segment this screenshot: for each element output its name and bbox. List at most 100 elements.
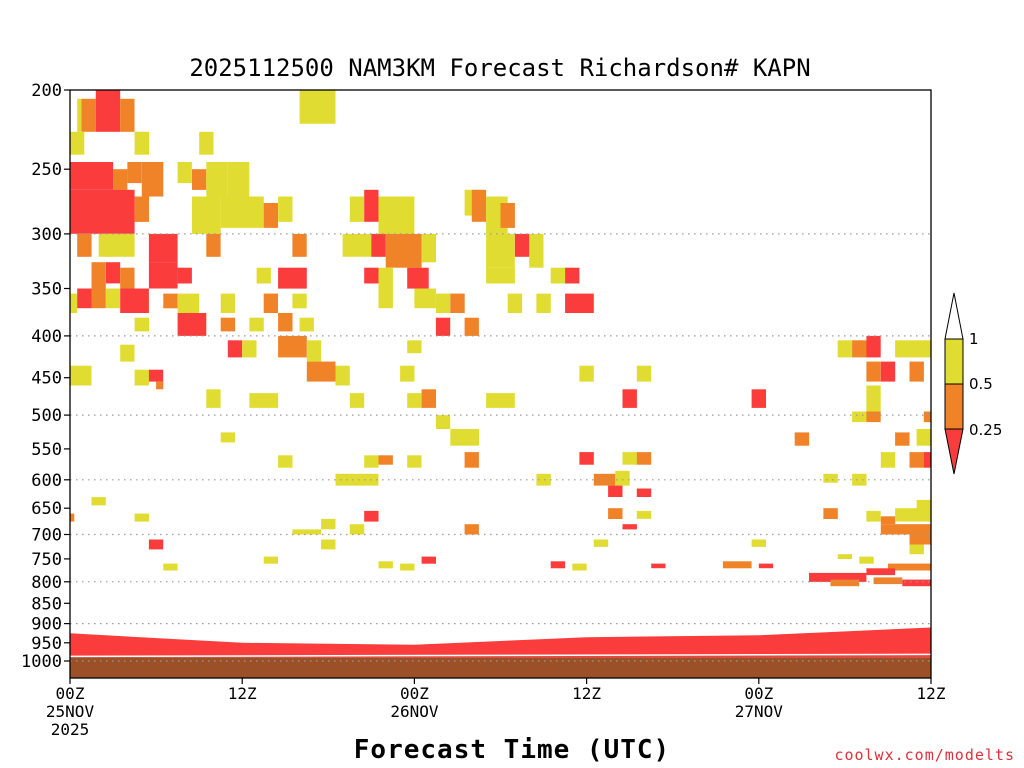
heatmap-cell-high bbox=[823, 473, 838, 483]
heatmap-cell-high bbox=[249, 317, 264, 332]
legend-tick-1: 1 bbox=[969, 330, 979, 348]
heatmap-cell-high bbox=[414, 288, 436, 309]
heatmap-cell-mid bbox=[120, 98, 135, 132]
x-tick-label-0-2: 2025 bbox=[51, 720, 90, 739]
y-tick-label-350: 350 bbox=[31, 280, 62, 300]
heatmap-cell-mid bbox=[880, 524, 910, 535]
x-tick-label-24-1: 26NOV bbox=[390, 702, 439, 721]
y-tick-label-250: 250 bbox=[31, 160, 62, 180]
heatmap-cell-low bbox=[105, 262, 121, 284]
heatmap-cell-mid bbox=[895, 432, 910, 446]
heatmap-cell-high bbox=[636, 510, 652, 519]
heatmap-cell-high bbox=[909, 544, 924, 555]
heatmap-cell-high bbox=[227, 162, 250, 197]
heatmap-cell-high bbox=[529, 233, 544, 268]
heatmap-cell-high bbox=[192, 196, 221, 234]
heatmap-cell-high bbox=[105, 233, 135, 257]
x-tick-label-0-0: 00Z bbox=[56, 684, 85, 703]
heatmap-cell-low bbox=[364, 189, 379, 222]
heatmap-cell-high bbox=[77, 98, 82, 132]
heatmap-cell-mid bbox=[141, 162, 164, 197]
heatmap-cell-mid bbox=[722, 561, 752, 569]
heatmap-cell-high bbox=[450, 429, 479, 446]
heatmap-cell-mid bbox=[385, 233, 422, 268]
heatmap-cell-high bbox=[299, 317, 314, 332]
heatmap-cell-low bbox=[514, 233, 530, 257]
heatmap-cell-high bbox=[364, 455, 379, 468]
x-tick-label-12-0: 12Z bbox=[228, 684, 257, 703]
heatmap-cell-high bbox=[615, 470, 630, 486]
heatmap-cell-mid bbox=[923, 411, 931, 423]
heatmap-cell-high bbox=[916, 499, 931, 514]
y-tick-label-850: 850 bbox=[31, 594, 62, 614]
heatmap-cell-mid bbox=[636, 452, 652, 465]
heatmap-cell-low bbox=[651, 563, 666, 569]
heatmap-cell-high bbox=[278, 455, 293, 468]
heatmap-cell-high bbox=[292, 293, 307, 309]
heatmap-cell-mid bbox=[306, 361, 336, 382]
heatmap-cell-mid bbox=[887, 563, 931, 571]
heatmap-cell-low bbox=[95, 90, 121, 132]
heatmap-cell-mid bbox=[873, 577, 903, 585]
heatmap-cell-high bbox=[536, 293, 551, 313]
heatmap-cell-mid bbox=[113, 169, 128, 190]
heatmap-cell-high bbox=[321, 539, 336, 550]
heatmap-cell-low bbox=[902, 579, 931, 587]
heatmap-cell-mid bbox=[909, 452, 924, 468]
heatmap-cell-low bbox=[148, 369, 164, 382]
heatmap-cell-high bbox=[636, 365, 652, 382]
credit-link[interactable]: coolwx.com/modelts bbox=[834, 746, 1015, 764]
x-axis-label: Forecast Time (UTC) bbox=[354, 735, 670, 765]
heatmap-cell-mid bbox=[866, 361, 881, 382]
heatmap-cell-mid bbox=[471, 189, 487, 222]
x-tick-label-24-0: 00Z bbox=[400, 684, 429, 703]
heatmap-cell-high bbox=[378, 288, 393, 309]
heatmap-cell-high bbox=[866, 510, 881, 522]
heatmap-cell-low bbox=[622, 524, 637, 530]
heatmap-cell-mid bbox=[608, 508, 623, 519]
heatmap-cell-mid bbox=[464, 317, 479, 336]
heatmap-cell-high bbox=[256, 267, 271, 284]
y-tick-label-1000: 1000 bbox=[21, 652, 62, 672]
heatmap-cell-mid bbox=[192, 169, 207, 190]
heatmap-cell-mid bbox=[120, 267, 135, 289]
heatmap-cell-high bbox=[134, 131, 149, 155]
heatmap-cell-high bbox=[349, 196, 365, 222]
y-tick-label-500: 500 bbox=[31, 406, 62, 426]
heatmap-cells bbox=[70, 90, 931, 587]
heatmap-cell-high bbox=[220, 196, 264, 228]
heatmap-cell-high bbox=[593, 539, 609, 547]
heatmap-cell-high bbox=[220, 293, 236, 313]
heatmap-cell-high bbox=[206, 389, 221, 408]
y-tick-label-750: 750 bbox=[31, 550, 62, 570]
heatmap-cell-mid bbox=[866, 411, 881, 423]
heatmap-cell-mid bbox=[794, 432, 810, 446]
heatmap-cell-high bbox=[163, 563, 178, 571]
y-tick-label-450: 450 bbox=[31, 369, 62, 389]
heatmap-cell-low bbox=[608, 485, 623, 497]
heatmap-cell-low bbox=[550, 561, 566, 569]
heatmap-cell-high bbox=[134, 317, 149, 332]
heatmap-cell-mid bbox=[378, 455, 393, 465]
heatmap-cell-low bbox=[70, 162, 114, 190]
heatmap-cell-high bbox=[895, 340, 931, 358]
heatmap-cell-mid bbox=[852, 340, 867, 358]
y-axis: 200 250 300 350 400 450 500 550 600 650 700 750 8008… bbox=[21, 81, 70, 672]
heatmap-cell-low bbox=[407, 267, 429, 289]
y-tick-label-950: 950 bbox=[31, 634, 62, 654]
heatmap-cell-mid bbox=[830, 579, 860, 587]
y-tick-label-600: 600 bbox=[31, 471, 62, 491]
legend-bottom-arrow bbox=[944, 428, 964, 475]
heatmap-cell-mid bbox=[278, 313, 293, 332]
heatmap-cell-low bbox=[880, 361, 896, 382]
heatmap-cell-mid bbox=[464, 452, 479, 468]
heatmap-cell-high bbox=[70, 365, 92, 386]
heatmap-cell-mid bbox=[81, 98, 96, 132]
x-tick-label-48-1: 27NOV bbox=[735, 702, 784, 721]
x-tick-label-60-0: 12Z bbox=[917, 684, 946, 703]
heatmap-cell-low bbox=[77, 288, 92, 309]
y-tick-label-200: 200 bbox=[31, 81, 62, 101]
heatmap-cell-low bbox=[866, 335, 881, 358]
